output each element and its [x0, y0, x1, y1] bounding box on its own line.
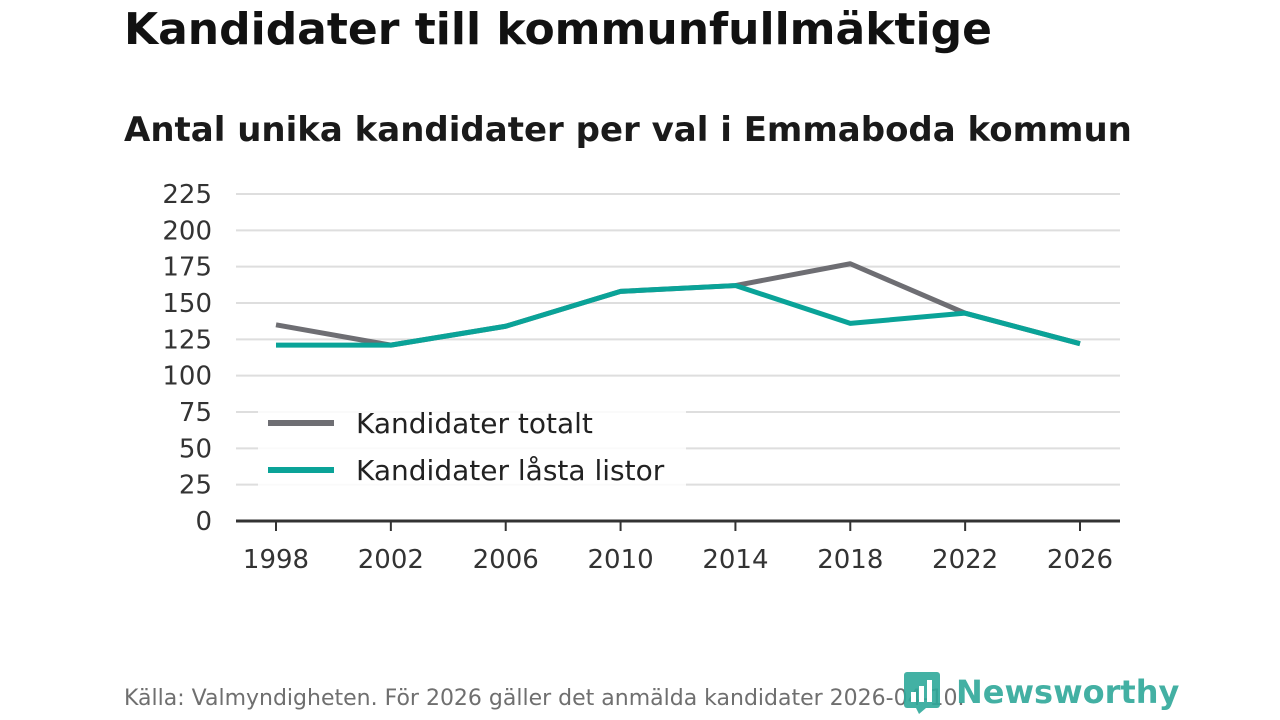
source-note: Källa: Valmyndigheten. För 2026 gäller d… [124, 686, 965, 711]
y-tick-label: 75 [179, 398, 212, 428]
series-layer [275, 261, 1081, 348]
y-tick-label: 0 [195, 507, 212, 537]
x-tick-label: 2026 [1047, 545, 1113, 575]
chart-subtitle: Antal unika kandidater per val i Emmabod… [124, 110, 1132, 150]
y-tick-label: 25 [179, 471, 212, 501]
x-tick-label: 2018 [817, 545, 883, 575]
chart-title: Kandidater till kommunfullmäktige [124, 4, 992, 55]
x-tick-label: 2022 [932, 545, 998, 575]
y-axis-ticks: 0 25 50 75 100 125 150 175 200 225 [162, 180, 212, 537]
series-line-0 [275, 261, 1081, 348]
legend-background [258, 400, 686, 488]
y-tick-label: 150 [162, 289, 212, 319]
y-tick-label: 50 [179, 434, 212, 464]
line-chart: 0 25 50 75 100 125 150 175 200 225 1998 2002 2006 20… [162, 180, 1120, 575]
y-tick-label: 225 [162, 180, 212, 210]
series-line-1 [276, 283, 1081, 348]
x-tick-label: 2014 [702, 545, 768, 575]
x-axis-ticks: 1998 2002 2006 2010 2014 2018 2022 2026 [243, 521, 1113, 575]
x-tick-label: 2006 [473, 545, 539, 575]
legend-label: Kandidater totalt [356, 407, 593, 440]
x-tick-label: 2010 [587, 545, 653, 575]
legend-label: Kandidater låsta listor [356, 454, 665, 487]
y-tick-label: 100 [162, 362, 212, 392]
x-tick-label: 1998 [243, 545, 309, 575]
brand-logo: Newsworthy [902, 670, 1179, 714]
x-tick-label: 2002 [358, 545, 424, 575]
brand-name: Newsworthy [956, 673, 1180, 711]
y-tick-label: 200 [162, 216, 212, 246]
legend: Kandidater totalt Kandidater låsta listor [258, 400, 686, 488]
y-tick-label: 125 [162, 325, 212, 355]
y-tick-label: 175 [162, 253, 212, 283]
newsworthy-logo-icon [904, 672, 940, 714]
